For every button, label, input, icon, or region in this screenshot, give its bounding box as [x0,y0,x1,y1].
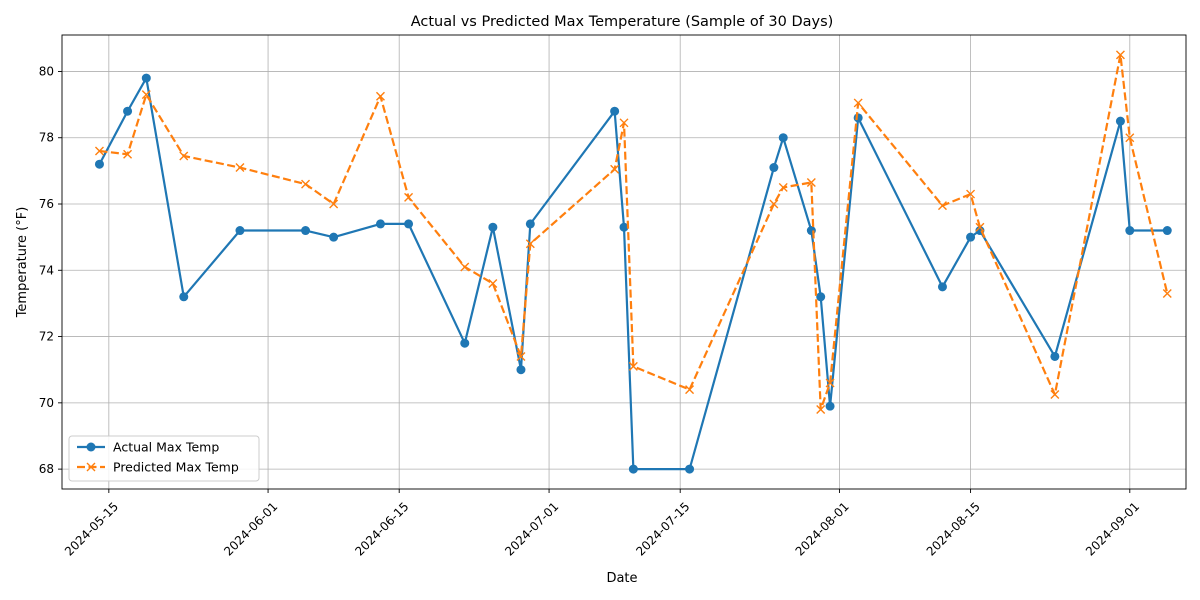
data-point-predicted [94,146,104,156]
series-line-1 [99,53,1169,411]
data-point-predicted [769,199,779,209]
data-point-actual [685,464,695,474]
data-point-predicted [488,279,498,289]
data-point-predicted [966,189,976,199]
legend: Actual Max Temp Predicted Max Temp [68,435,260,482]
data-point-actual [619,222,629,232]
data-point-predicted [937,201,947,211]
data-point-predicted [975,222,985,232]
legend-marker-predicted [86,462,96,472]
data-point-predicted [141,90,151,100]
y-tick-label: 68 [39,462,54,476]
data-point-actual [778,133,788,143]
data-point-predicted [610,164,620,174]
x-axis-label: Date [606,571,637,586]
data-point-predicted [404,192,414,202]
data-point-actual [816,292,826,302]
data-point-predicted [806,177,816,187]
y-tick-label: 72 [39,330,54,344]
data-point-predicted [301,179,311,189]
data-point-actual [525,219,535,229]
y-tick-label: 74 [39,263,54,277]
data-point-predicted [1115,50,1125,60]
legend-entry-1: Predicted Max Temp [113,460,239,475]
data-point-actual [853,113,863,123]
data-point-actual [1115,116,1125,126]
series-layer [94,50,1172,474]
data-point-actual [610,106,620,116]
data-point-predicted [460,262,470,272]
data-point-actual [628,464,638,474]
data-point-actual [329,232,339,242]
data-point-actual [123,106,133,116]
data-point-predicted [816,404,826,414]
data-point-predicted [853,98,863,108]
data-point-predicted [516,351,526,361]
data-point-predicted [375,91,385,101]
data-point-actual [460,338,470,348]
data-point-predicted [329,199,339,209]
data-point-actual [769,163,779,173]
data-point-actual [141,73,151,83]
legend-box [68,435,260,482]
chart-title: Actual vs Predicted Max Temperature (Sam… [411,14,834,30]
data-point-actual [966,232,976,242]
data-point-actual [1125,226,1135,236]
plot-frame [61,34,1187,490]
data-point-actual [179,292,189,302]
data-point-predicted [179,151,189,161]
data-point-predicted [123,149,133,159]
data-point-predicted [628,361,638,371]
y-tick-label: 80 [39,64,54,78]
y-tick-label: 70 [39,396,54,410]
data-point-predicted [825,378,835,388]
data-point-predicted [1162,288,1172,298]
legend-marker-actual [86,442,96,452]
legend-entry-0: Actual Max Temp [113,440,219,455]
data-point-actual [235,226,245,236]
data-point-actual [375,219,385,229]
data-point-predicted [778,182,788,192]
data-point-actual [404,219,414,229]
data-point-predicted [525,239,535,249]
y-axis-label: Temperature (°F) [15,207,30,319]
data-point-actual [937,282,947,292]
data-point-predicted [619,118,629,128]
data-point-actual [301,226,311,236]
data-point-actual [825,401,835,411]
y-tick-label: 78 [39,131,54,145]
data-point-actual [1162,226,1172,236]
data-point-predicted [685,385,695,395]
data-point-predicted [1125,133,1135,143]
data-point-predicted [1050,390,1060,400]
data-point-actual [1050,351,1060,361]
data-point-actual [488,222,498,232]
data-point-actual [94,159,104,169]
data-point-actual [516,365,526,375]
data-point-predicted [235,163,245,173]
y-tick-label: 76 [39,197,54,211]
